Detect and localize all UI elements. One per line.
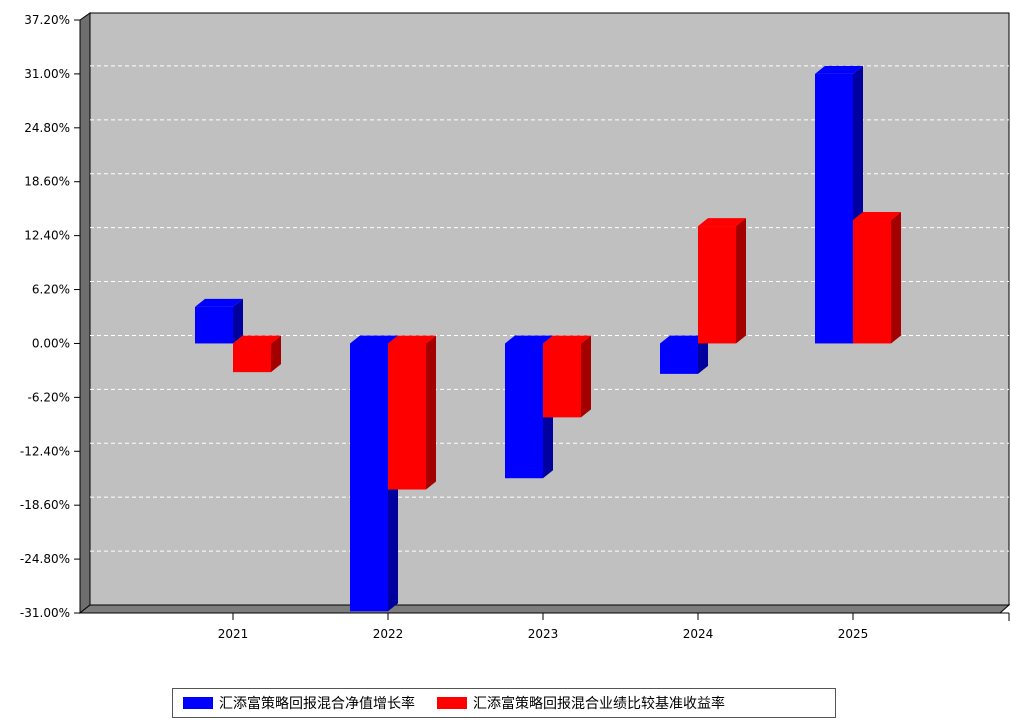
bar-side xyxy=(271,335,281,373)
x-tick-label: 2023 xyxy=(528,627,559,641)
x-axis: 2021 2022 2023 2024 2025 xyxy=(80,612,1010,641)
bar-front xyxy=(505,343,543,479)
bar-side xyxy=(891,211,901,344)
bar-side xyxy=(581,335,591,418)
bar-front xyxy=(853,219,891,344)
x-tick-label: 2021 xyxy=(218,627,249,641)
bar-top xyxy=(350,335,398,344)
x-tick-label: 2022 xyxy=(373,627,404,641)
bar-front xyxy=(195,306,233,344)
bar-top xyxy=(815,65,863,74)
bar-top xyxy=(660,335,708,344)
bar-side xyxy=(698,335,708,374)
bar xyxy=(660,335,708,374)
y-tick-label: -6.20% xyxy=(28,390,70,404)
bar-side xyxy=(233,298,243,344)
bar xyxy=(233,335,281,373)
bar-front xyxy=(233,343,271,373)
bar-chart: 37.20% 31.00% 24.80% 18.60% 12.40% 6.20% 0.00%… xyxy=(20,12,1011,641)
y-axis: 37.20% 31.00% 24.80% 18.60% 12.40% 6.20% 0.00%… xyxy=(20,13,81,620)
bar-side xyxy=(426,335,436,490)
bar-top xyxy=(543,335,591,344)
bar xyxy=(853,211,901,344)
bar-front xyxy=(350,343,388,612)
y-tick-label: 24.80% xyxy=(24,121,70,135)
bar-top xyxy=(195,298,243,307)
bar-top xyxy=(698,218,746,227)
y-tick-label: 6.20% xyxy=(32,283,70,297)
y-tick-label: 12.40% xyxy=(24,229,70,243)
y-tick-label: 37.20% xyxy=(24,13,70,27)
bar xyxy=(350,335,398,612)
bar xyxy=(388,335,436,490)
legend-item-nav-growth: 汇添富策略回报混合净值增长率 xyxy=(183,693,415,713)
x-tick-label: 2024 xyxy=(683,627,714,641)
legend-swatch-red xyxy=(437,697,467,709)
legend-label-nav-growth: 汇添富策略回报混合净值增长率 xyxy=(219,696,415,712)
bar-front xyxy=(543,343,581,418)
plot-left-wall xyxy=(79,12,91,615)
y-tick-label: 0.00% xyxy=(32,336,70,350)
bar-top xyxy=(233,335,281,344)
legend-item-benchmark: 汇添富策略回报混合业绩比较基准收益率 xyxy=(437,693,725,713)
bar-front xyxy=(698,226,736,344)
bars-layer xyxy=(195,65,901,612)
bar-front xyxy=(660,343,698,374)
y-tick-label: -24.80% xyxy=(20,552,70,566)
y-tick-label: -31.00% xyxy=(20,606,70,620)
legend-label-benchmark: 汇添富策略回报混合业绩比较基准收益率 xyxy=(473,696,725,712)
y-tick-label: 31.00% xyxy=(24,67,70,81)
bar xyxy=(195,298,243,344)
bar-top xyxy=(853,211,901,220)
bar-front xyxy=(388,343,426,490)
bar-side xyxy=(736,218,746,344)
bar xyxy=(698,218,746,344)
bar-top xyxy=(505,335,553,344)
y-tick-label: -18.60% xyxy=(20,498,70,512)
bar-top xyxy=(388,335,436,344)
legend: 汇添富策略回报混合净值增长率 汇添富策略回报混合业绩比较基准收益率 xyxy=(172,688,836,718)
y-tick-label: 18.60% xyxy=(24,175,70,189)
y-tick-label: -12.40% xyxy=(20,444,70,458)
legend-swatch-blue xyxy=(183,697,213,709)
bar xyxy=(543,335,591,418)
x-tick-label: 2025 xyxy=(838,627,869,641)
plot-floor xyxy=(78,604,1011,614)
bar-front xyxy=(815,73,853,344)
